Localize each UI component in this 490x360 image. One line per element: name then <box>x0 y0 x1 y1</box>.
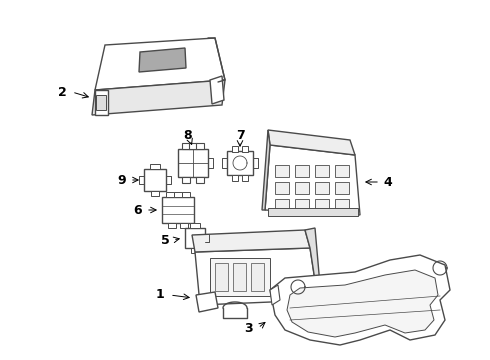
Polygon shape <box>196 177 204 183</box>
Text: 8: 8 <box>184 129 192 141</box>
Bar <box>96 95 106 110</box>
Polygon shape <box>139 48 186 72</box>
Bar <box>232 175 238 181</box>
Text: 9: 9 <box>118 174 126 186</box>
Bar <box>190 223 200 228</box>
Bar <box>182 192 190 197</box>
Text: 4: 4 <box>384 176 392 189</box>
Bar <box>174 192 182 197</box>
Bar <box>191 248 199 253</box>
Polygon shape <box>196 143 204 149</box>
Bar <box>335 199 349 211</box>
Bar <box>168 223 176 228</box>
Text: 3: 3 <box>244 321 252 334</box>
Text: 2: 2 <box>58 86 66 99</box>
Text: 1: 1 <box>156 288 164 302</box>
Bar <box>275 199 289 211</box>
Bar <box>275 182 289 194</box>
Bar <box>150 164 160 169</box>
Bar <box>315 165 329 177</box>
Polygon shape <box>210 76 224 104</box>
Polygon shape <box>265 145 360 215</box>
Text: 5: 5 <box>161 234 170 247</box>
Polygon shape <box>178 149 208 177</box>
Polygon shape <box>162 197 194 223</box>
Bar <box>242 146 248 152</box>
Bar <box>275 165 289 177</box>
Polygon shape <box>95 38 225 90</box>
Bar <box>233 263 246 291</box>
Polygon shape <box>305 228 320 300</box>
Bar <box>335 182 349 194</box>
Polygon shape <box>196 292 218 312</box>
Bar <box>295 165 309 177</box>
Bar <box>151 191 159 196</box>
Polygon shape <box>268 130 355 155</box>
Polygon shape <box>262 130 270 210</box>
Polygon shape <box>92 80 225 115</box>
Polygon shape <box>195 248 318 305</box>
Polygon shape <box>182 143 190 149</box>
Bar <box>210 258 270 296</box>
Bar <box>315 199 329 211</box>
Polygon shape <box>185 228 205 248</box>
Bar <box>315 182 329 194</box>
Polygon shape <box>189 143 197 149</box>
Polygon shape <box>227 151 253 175</box>
Bar <box>335 165 349 177</box>
Bar <box>242 175 248 181</box>
Bar <box>232 146 238 152</box>
Polygon shape <box>144 169 166 191</box>
Text: 7: 7 <box>236 129 245 141</box>
Text: 6: 6 <box>134 203 142 216</box>
Polygon shape <box>270 285 280 305</box>
Polygon shape <box>287 270 438 337</box>
Bar <box>215 263 228 291</box>
Bar <box>251 263 264 291</box>
Polygon shape <box>95 90 108 115</box>
Bar <box>295 182 309 194</box>
Bar <box>268 208 358 216</box>
Polygon shape <box>182 177 190 183</box>
Bar <box>180 223 188 228</box>
Polygon shape <box>270 255 450 345</box>
Polygon shape <box>192 230 310 252</box>
Bar <box>166 192 174 197</box>
Bar <box>295 199 309 211</box>
